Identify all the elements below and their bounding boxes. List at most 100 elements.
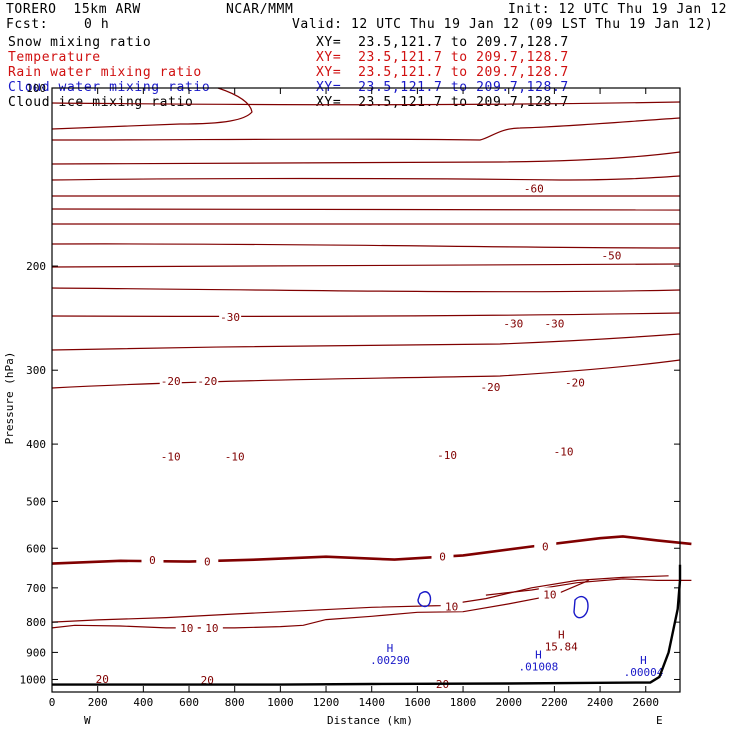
- isotherm-minus10: [51, 333, 681, 351]
- legend-xy-rain: XY= 23.5,121.7 to 209.7,128.7: [316, 65, 569, 80]
- contour-label: -10: [554, 446, 574, 459]
- contour-label-bg: [538, 587, 561, 600]
- contour-label: 10: [445, 600, 458, 613]
- legend-name-snow: Snow mixing ratio: [8, 35, 152, 50]
- x-tick-label: 1200: [313, 696, 340, 709]
- y-tick-label: 700: [26, 582, 46, 595]
- y-tick-label: 900: [26, 646, 46, 659]
- contour-label: -20: [161, 375, 181, 388]
- contour-label: -20: [197, 375, 217, 388]
- west-label: W: [84, 714, 91, 727]
- contour-label: 10: [543, 588, 556, 601]
- x-tick-label: 2400: [587, 696, 614, 709]
- contour-label-bg: [440, 599, 463, 612]
- isotherm-series: [51, 535, 692, 629]
- contour-label-bg: [159, 449, 182, 462]
- contour-label-bg: [196, 554, 219, 567]
- isotherm-b: [51, 151, 681, 165]
- cloud-water-contour-1: [417, 591, 432, 608]
- contour-label-bg: [600, 248, 623, 261]
- contour-labels: -60 -50 -30 -30 -30 -20 -20 -20 -20 -10 -10 -10 -10 0…: [91, 181, 623, 691]
- isotherm-f: [51, 263, 681, 268]
- legend-xy-temperature: XY= 23.5,121.7 to 209.7,128.7: [316, 50, 569, 65]
- contour-label: -20: [481, 381, 501, 394]
- contour-label-bg: [431, 549, 454, 562]
- isotherm-10-3: [51, 579, 589, 629]
- contour-label-bg: [479, 379, 502, 392]
- contour-label: 0: [542, 541, 549, 554]
- isotherm-g: [51, 312, 681, 317]
- contour-label: 0: [204, 556, 211, 569]
- contour-label: -20: [565, 377, 585, 390]
- isotherm-minus60: [51, 117, 681, 141]
- contour-label-bg: [502, 316, 525, 329]
- contour-label: 0: [439, 551, 446, 564]
- contour-label-bg: [543, 316, 566, 329]
- x-tick-label: 600: [179, 696, 199, 709]
- legend-name-rain: Rain water mixing ratio: [8, 65, 202, 80]
- y-tick-label: 300: [26, 364, 46, 377]
- contour-label-bg: [223, 449, 246, 462]
- contour-label-bg: [159, 374, 182, 387]
- isotherm-d: [51, 208, 681, 211]
- legend-xy-cloud-ice: XY= 23.5,121.7 to 209.7,128.7: [316, 95, 569, 110]
- contour-label-bg: [196, 672, 219, 685]
- org-label: NCAR/MMM: [226, 2, 294, 17]
- x-tick-label: 2000: [495, 696, 522, 709]
- isotherm-background: [51, 87, 681, 389]
- forecast-label: Fcst:: [6, 17, 49, 32]
- contour-label: -50: [602, 250, 622, 263]
- maximum-value: .00290: [370, 654, 410, 667]
- maximum-value: .01008: [519, 661, 559, 674]
- contour-label: -30: [503, 317, 523, 330]
- x-tick-label: 0: [49, 696, 56, 709]
- contour-label: -10: [225, 451, 245, 464]
- contour-label: 20: [96, 673, 109, 686]
- terrain-line: [52, 564, 682, 686]
- contour-label-bg: [141, 552, 164, 565]
- isotherm-a: [51, 101, 681, 106]
- x-axis-title: Distance (km): [327, 714, 413, 727]
- maximum-h-marker: H: [558, 628, 565, 641]
- legend-xy-snow: XY= 23.5,121.7 to 209.7,128.7: [316, 35, 569, 50]
- model-title: TORERO 15km ARW: [6, 2, 141, 17]
- maximum-h-marker: H: [387, 642, 394, 655]
- contour-label-bg: [200, 620, 223, 633]
- chart-axes: 0 200 400 600 800 1000 1200 1400 1600 1800 2000 220…: [20, 82, 681, 709]
- x-tick-label: 1600: [404, 696, 431, 709]
- y-tick-label: 100: [26, 82, 46, 95]
- contour-label: 0: [149, 554, 156, 567]
- contour-label: -10: [161, 451, 181, 464]
- cloud-water-contours: [417, 591, 589, 619]
- y-axis-title: Pressure (hPa): [3, 352, 16, 445]
- y-tick-label: 400: [26, 438, 46, 451]
- contour-label-bg: [534, 539, 557, 552]
- x-tick-label: 200: [88, 696, 108, 709]
- x-tick-label: 2200: [541, 696, 568, 709]
- x-tick-label: 2600: [632, 696, 659, 709]
- y-tick-label: 500: [26, 495, 46, 508]
- x-tick-label: 400: [133, 696, 153, 709]
- isotherm-0-0: [51, 535, 692, 565]
- contour-label: 10: [180, 622, 193, 635]
- isotherm-minus20: [51, 287, 681, 293]
- x-tick-label: 1000: [267, 696, 294, 709]
- contour-label-bg: [91, 671, 114, 684]
- x-tick-label: 1800: [450, 696, 477, 709]
- y-tick-label: 800: [26, 616, 46, 629]
- contour-label: -10: [437, 449, 457, 462]
- maximum-h-marker: H: [535, 649, 542, 662]
- legend-name-cloud-ice: Cloud ice mixing ratio: [8, 95, 194, 110]
- isotherm-10-1: [485, 578, 692, 596]
- contour-label: -60: [524, 183, 544, 196]
- contour-label: -30: [220, 311, 240, 324]
- contour-label-bg: [175, 620, 198, 633]
- x-tick-label: 1400: [358, 696, 385, 709]
- contour-label-bg: [552, 444, 575, 457]
- contour-label-bg: [563, 375, 586, 388]
- isotherm-10-2: [51, 575, 669, 623]
- legend-name-temperature: Temperature: [8, 50, 101, 65]
- y-tick-label: 1000: [20, 673, 47, 686]
- init-time: Init: 12 UTC Thu 19 Jan 12: [508, 2, 728, 17]
- maxima-labels: H15.84H.00290 H.01008 H.00004: [370, 628, 664, 679]
